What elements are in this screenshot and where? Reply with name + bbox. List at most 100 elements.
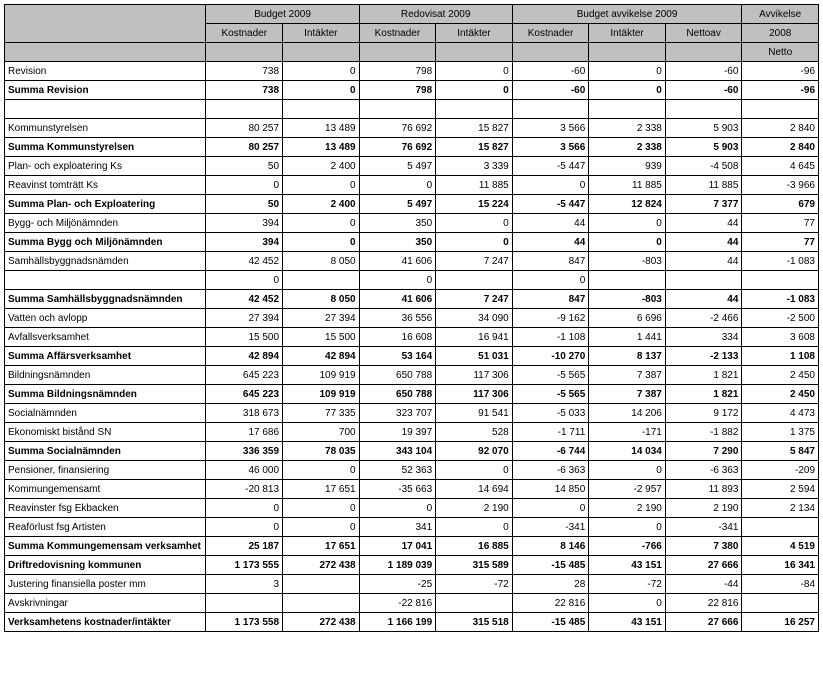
row-label: Summa Socialnämnden bbox=[5, 442, 206, 461]
cell: -6 363 bbox=[665, 461, 742, 480]
cell: 7 387 bbox=[589, 366, 666, 385]
cell: 42 452 bbox=[206, 252, 283, 271]
cell: 315 589 bbox=[436, 556, 513, 575]
cell: 315 518 bbox=[436, 613, 513, 632]
table-row: Summa Bildningsnämnden645 223109 919650 … bbox=[5, 385, 819, 404]
header-2008-b: 2008 bbox=[742, 24, 819, 43]
cell: 3 566 bbox=[512, 119, 589, 138]
cell: -209 bbox=[742, 461, 819, 480]
cell: -25 bbox=[359, 575, 436, 594]
row-label: Summa Revision bbox=[5, 81, 206, 100]
cell: -10 270 bbox=[512, 347, 589, 366]
cell: -5 565 bbox=[512, 366, 589, 385]
cell: -6 744 bbox=[512, 442, 589, 461]
cell: 109 919 bbox=[283, 385, 360, 404]
cell: 13 489 bbox=[283, 119, 360, 138]
cell: -15 485 bbox=[512, 556, 589, 575]
cell: 27 666 bbox=[665, 556, 742, 575]
row-label: Kommunstyrelsen bbox=[5, 119, 206, 138]
cell: 2 450 bbox=[742, 366, 819, 385]
h3-5 bbox=[589, 43, 666, 62]
cell: 46 000 bbox=[206, 461, 283, 480]
sub-5: Intäkter bbox=[589, 24, 666, 43]
row-label: Justering finansiella poster mm bbox=[5, 575, 206, 594]
h3-2 bbox=[359, 43, 436, 62]
table-row: Summa Socialnämnden336 35978 035343 1049… bbox=[5, 442, 819, 461]
cell: 0 bbox=[589, 233, 666, 252]
cell: 15 827 bbox=[436, 138, 513, 157]
row-label bbox=[5, 271, 206, 290]
row-label: Socialnämnden bbox=[5, 404, 206, 423]
row-label: Pensioner, finansiering bbox=[5, 461, 206, 480]
cell: 117 306 bbox=[436, 385, 513, 404]
cell: 15 827 bbox=[436, 119, 513, 138]
cell: 0 bbox=[436, 518, 513, 537]
cell: 1 166 199 bbox=[359, 613, 436, 632]
cell: 0 bbox=[589, 518, 666, 537]
cell: -803 bbox=[589, 252, 666, 271]
cell: 1 375 bbox=[742, 423, 819, 442]
table-row: Samhällsbyggnadsnämden42 4528 05041 6067… bbox=[5, 252, 819, 271]
cell: 76 692 bbox=[359, 138, 436, 157]
cell: -2 500 bbox=[742, 309, 819, 328]
cell: 0 bbox=[589, 594, 666, 613]
table-row: Verksamhetens kostnader/intäkter1 173 55… bbox=[5, 613, 819, 632]
cell: 42 452 bbox=[206, 290, 283, 309]
cell: 17 651 bbox=[283, 480, 360, 499]
cell: 4 519 bbox=[742, 537, 819, 556]
cell: -96 bbox=[742, 62, 819, 81]
table-row: 000 bbox=[5, 271, 819, 290]
cell: 36 556 bbox=[359, 309, 436, 328]
cell: 7 387 bbox=[589, 385, 666, 404]
cell bbox=[589, 271, 666, 290]
cell: 8 146 bbox=[512, 537, 589, 556]
table-row: Reavinster fsg Ekbacken0002 19002 1902 1… bbox=[5, 499, 819, 518]
cell: -341 bbox=[512, 518, 589, 537]
cell: 0 bbox=[436, 81, 513, 100]
cell: 0 bbox=[283, 214, 360, 233]
cell: 80 257 bbox=[206, 119, 283, 138]
row-label: Summa Affärsverksamhet bbox=[5, 347, 206, 366]
cell: 1 821 bbox=[665, 366, 742, 385]
cell: 5 497 bbox=[359, 157, 436, 176]
cell: 52 363 bbox=[359, 461, 436, 480]
cell bbox=[206, 100, 283, 119]
cell: 16 941 bbox=[436, 328, 513, 347]
cell: -60 bbox=[512, 81, 589, 100]
row-label: Avfallsverksamhet bbox=[5, 328, 206, 347]
cell: 0 bbox=[512, 176, 589, 195]
cell: 9 172 bbox=[665, 404, 742, 423]
cell: 1 173 558 bbox=[206, 613, 283, 632]
cell bbox=[665, 271, 742, 290]
cell: 17 041 bbox=[359, 537, 436, 556]
cell: 0 bbox=[206, 176, 283, 195]
table-row: Reaförlust fsg Artisten003410-3410-341 bbox=[5, 518, 819, 537]
table-row: Pensioner, finansiering46 000052 3630-6 … bbox=[5, 461, 819, 480]
cell: 8 137 bbox=[589, 347, 666, 366]
cell: 2 400 bbox=[283, 157, 360, 176]
cell bbox=[283, 271, 360, 290]
cell: 92 070 bbox=[436, 442, 513, 461]
cell: 15 224 bbox=[436, 195, 513, 214]
cell: -2 957 bbox=[589, 480, 666, 499]
cell: 323 707 bbox=[359, 404, 436, 423]
header-redovisat: Redovisat 2009 bbox=[359, 5, 512, 24]
cell: -3 966 bbox=[742, 176, 819, 195]
cell: 16 885 bbox=[436, 537, 513, 556]
cell: -72 bbox=[436, 575, 513, 594]
cell: 0 bbox=[283, 81, 360, 100]
cell: -5 565 bbox=[512, 385, 589, 404]
row-label: Summa Bildningsnämnden bbox=[5, 385, 206, 404]
cell: -5 447 bbox=[512, 157, 589, 176]
cell: 17 686 bbox=[206, 423, 283, 442]
cell: 50 bbox=[206, 157, 283, 176]
table-row: Kommunstyrelsen80 25713 48976 69215 8273… bbox=[5, 119, 819, 138]
sub-7: Netto bbox=[742, 43, 819, 62]
cell: 350 bbox=[359, 214, 436, 233]
sub-6: Nettoav bbox=[665, 24, 742, 43]
row-label bbox=[5, 100, 206, 119]
sub-3: Intäkter bbox=[436, 24, 513, 43]
cell: 12 824 bbox=[589, 195, 666, 214]
cell bbox=[283, 100, 360, 119]
cell: 43 151 bbox=[589, 556, 666, 575]
